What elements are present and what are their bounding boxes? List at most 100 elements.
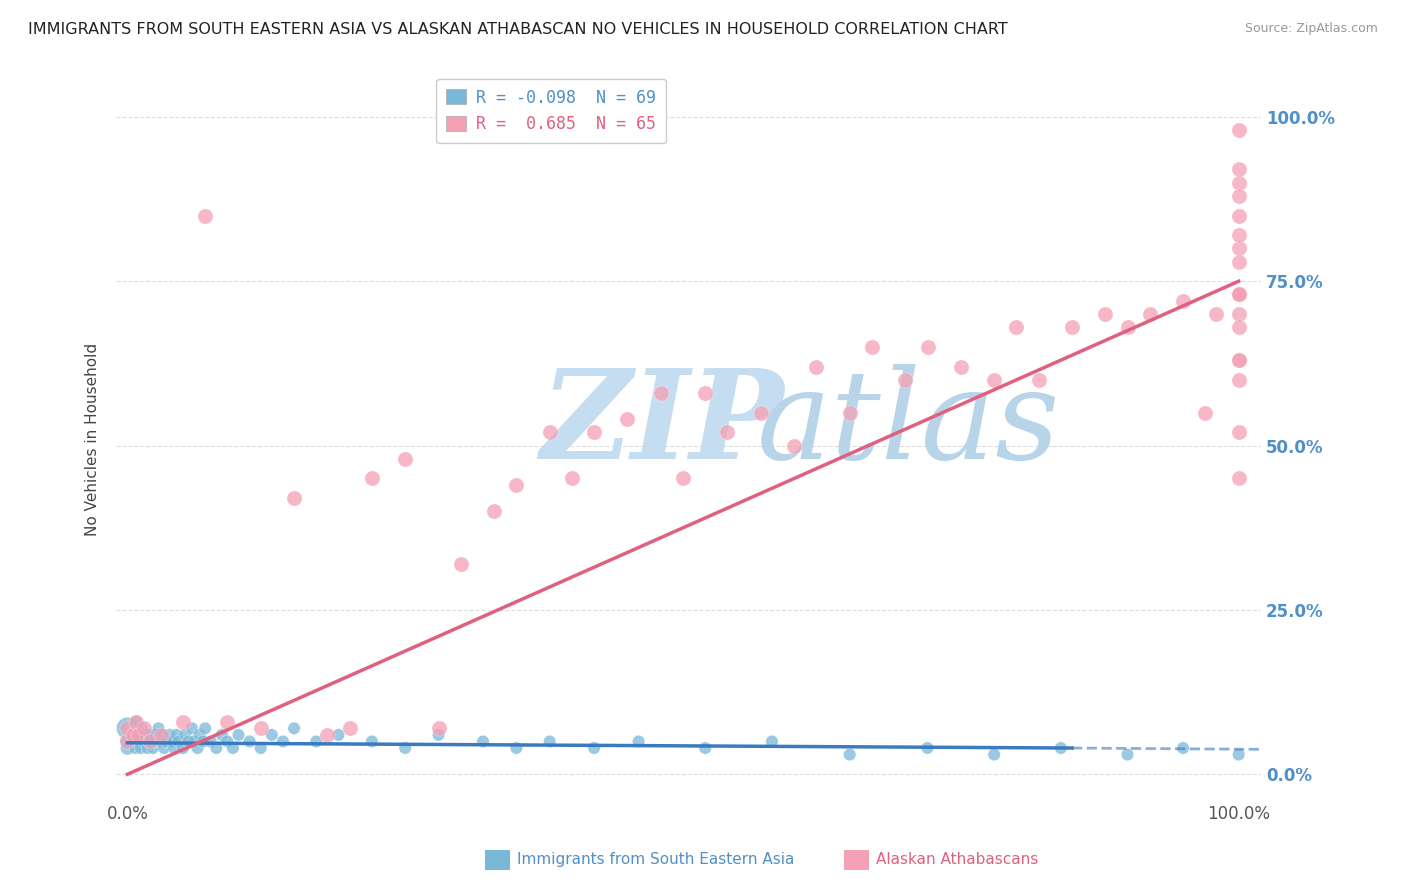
Point	[172, 714, 194, 729]
Point	[1227, 123, 1250, 137]
Point	[136, 741, 159, 756]
Text: ZIP: ZIP	[540, 364, 783, 485]
Point	[1005, 320, 1028, 334]
Point	[505, 478, 527, 492]
Point	[249, 741, 271, 756]
Point	[153, 741, 176, 756]
Point	[122, 734, 145, 748]
Point	[983, 373, 1005, 387]
Text: Source: ZipAtlas.com: Source: ZipAtlas.com	[1244, 22, 1378, 36]
Point	[472, 734, 495, 748]
Point	[283, 721, 305, 735]
Point	[650, 386, 672, 401]
Point	[129, 741, 152, 756]
Point	[222, 741, 245, 756]
Point	[1227, 188, 1250, 202]
Text: atlas: atlas	[758, 364, 1060, 485]
Point	[1028, 373, 1050, 387]
Point	[1060, 320, 1083, 334]
Point	[120, 728, 142, 742]
Point	[427, 721, 450, 735]
Point	[188, 728, 211, 742]
Point	[1227, 287, 1250, 301]
Point	[983, 747, 1005, 762]
Point	[1116, 320, 1139, 334]
Point	[627, 734, 650, 748]
Point	[394, 741, 416, 756]
Point	[205, 741, 228, 756]
Y-axis label: No Vehicles in Household: No Vehicles in Household	[86, 343, 100, 535]
Text: Alaskan Athabascans: Alaskan Athabascans	[876, 853, 1038, 867]
Point	[1171, 741, 1194, 756]
Point	[186, 741, 208, 756]
Point	[249, 721, 271, 735]
Point	[134, 728, 156, 742]
Point	[305, 734, 328, 748]
Point	[177, 734, 200, 748]
Point	[200, 734, 222, 748]
Point	[163, 741, 186, 756]
Point	[1227, 353, 1250, 368]
Point	[838, 747, 860, 762]
Point	[1227, 425, 1250, 440]
Point	[142, 741, 165, 756]
Point	[138, 728, 160, 742]
Point	[583, 741, 606, 756]
Point	[561, 471, 583, 485]
Point	[761, 734, 783, 748]
Point	[716, 425, 738, 440]
Point	[695, 741, 717, 756]
Point	[228, 728, 250, 742]
Point	[138, 734, 160, 748]
Point	[128, 728, 150, 742]
Point	[132, 734, 155, 748]
Point	[148, 721, 170, 735]
Point	[783, 439, 806, 453]
Point	[217, 714, 239, 729]
Point	[191, 734, 214, 748]
Point	[1227, 287, 1250, 301]
Point	[117, 734, 139, 748]
Point	[1171, 293, 1194, 308]
Point	[482, 504, 505, 518]
Point	[180, 721, 202, 735]
Point	[1227, 353, 1250, 368]
Point	[167, 734, 190, 748]
Point	[138, 734, 160, 748]
Point	[695, 386, 717, 401]
Point	[394, 451, 416, 466]
Point	[1227, 209, 1250, 223]
Point	[427, 728, 450, 742]
Point	[838, 406, 860, 420]
Point	[239, 734, 262, 748]
Point	[672, 471, 695, 485]
Point	[505, 741, 527, 756]
Point	[131, 721, 153, 735]
Point	[1227, 471, 1250, 485]
Point	[143, 728, 166, 742]
Point	[283, 491, 305, 506]
Point	[145, 734, 167, 748]
Text: Immigrants from South Eastern Asia: Immigrants from South Eastern Asia	[517, 853, 794, 867]
Point	[1094, 307, 1116, 321]
Point	[1227, 176, 1250, 190]
Point	[949, 359, 972, 374]
Point	[1139, 307, 1161, 321]
Point	[616, 412, 638, 426]
Point	[538, 734, 561, 748]
Point	[1050, 741, 1073, 756]
Point	[583, 425, 606, 440]
Point	[1116, 747, 1139, 762]
Point	[339, 721, 361, 735]
Point	[917, 340, 939, 354]
Point	[117, 734, 139, 748]
Point	[271, 734, 294, 748]
Point	[1227, 254, 1250, 268]
Point	[117, 741, 139, 756]
Point	[917, 741, 939, 756]
Point	[316, 728, 339, 742]
Point	[125, 714, 148, 729]
Point	[165, 728, 187, 742]
Point	[1227, 307, 1250, 321]
Point	[450, 557, 472, 571]
